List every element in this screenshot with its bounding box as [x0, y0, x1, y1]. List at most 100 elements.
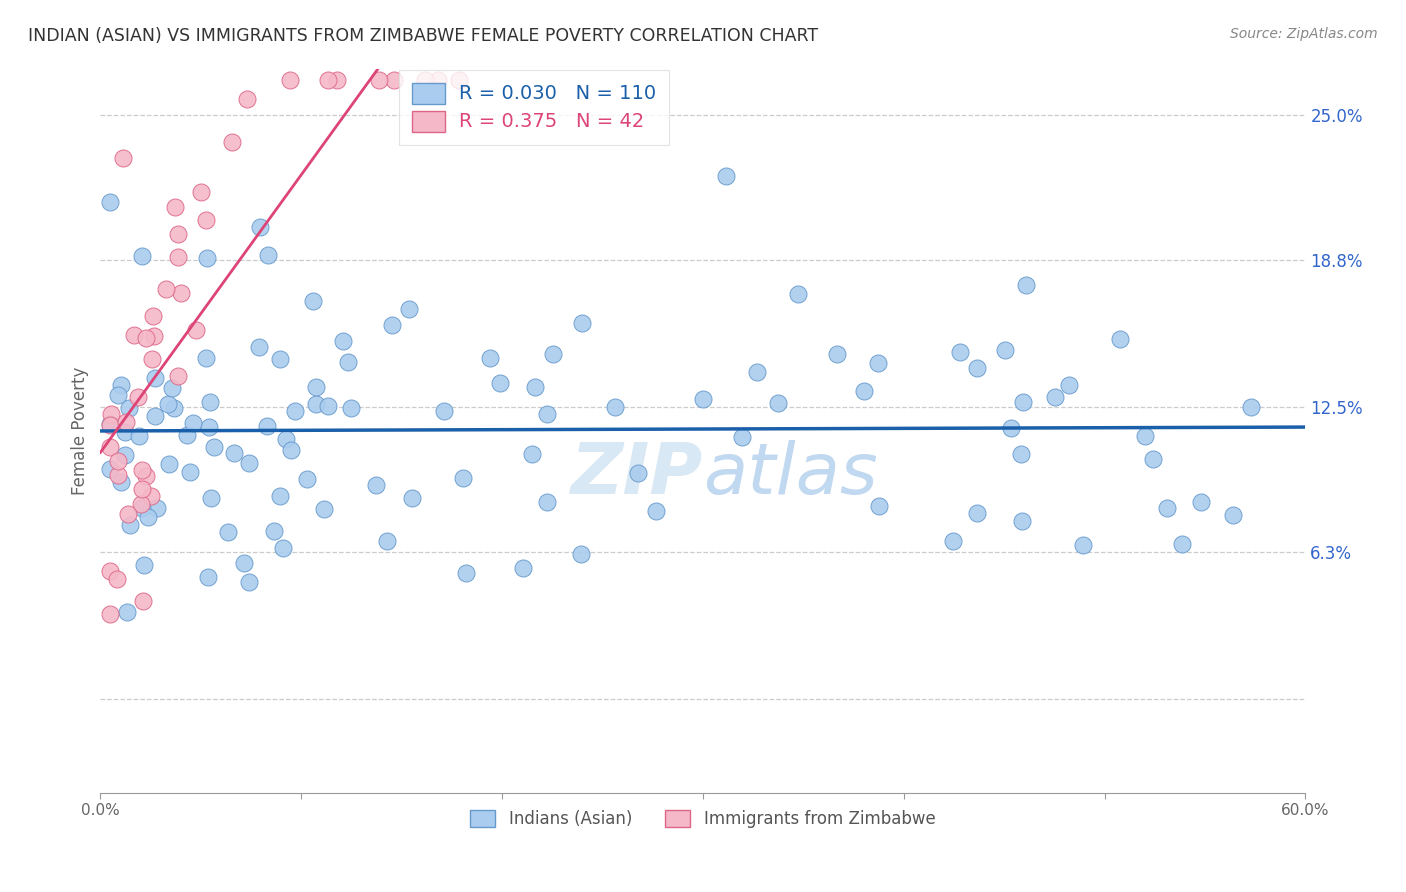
Point — [122, 327, 145, 342]
Point — [107, 468, 129, 483]
Point — [271, 541, 294, 556]
Point — [114, 425, 136, 439]
Point — [221, 135, 243, 149]
Point — [190, 186, 212, 200]
Point — [1240, 400, 1263, 414]
Point — [269, 489, 291, 503]
Point — [449, 73, 471, 87]
Point — [1133, 429, 1156, 443]
Point — [1071, 538, 1094, 552]
Point — [541, 347, 564, 361]
Point — [131, 249, 153, 263]
Point — [235, 92, 257, 106]
Point — [128, 429, 150, 443]
Point — [1015, 277, 1038, 292]
Point — [233, 556, 256, 570]
Point — [994, 343, 1017, 357]
Point — [163, 401, 186, 416]
Point — [366, 477, 388, 491]
Point — [731, 430, 754, 444]
Point — [768, 395, 790, 409]
Point — [1171, 537, 1194, 551]
Point — [100, 417, 122, 431]
Point — [1043, 390, 1066, 404]
Point — [143, 370, 166, 384]
Point — [1189, 495, 1212, 509]
Point — [176, 428, 198, 442]
Point — [949, 345, 972, 359]
Point — [626, 466, 648, 480]
Point — [142, 309, 165, 323]
Point — [1011, 514, 1033, 528]
Point — [100, 407, 122, 421]
Point — [853, 384, 876, 399]
Point — [263, 524, 285, 539]
Point — [284, 403, 307, 417]
Point — [165, 200, 187, 214]
Point — [195, 251, 218, 265]
Point — [127, 390, 149, 404]
Point — [747, 365, 769, 379]
Point — [332, 334, 354, 349]
Point — [131, 482, 153, 496]
Point — [966, 506, 988, 520]
Point — [478, 351, 501, 366]
Point — [117, 507, 139, 521]
Text: atlas: atlas — [703, 440, 877, 508]
Point — [787, 287, 810, 301]
Point — [143, 409, 166, 424]
Point — [146, 501, 169, 516]
Point — [179, 465, 201, 479]
Point — [118, 401, 141, 416]
Point — [456, 566, 478, 580]
Point — [110, 377, 132, 392]
Point — [132, 558, 155, 572]
Point — [224, 446, 246, 460]
Point — [304, 397, 326, 411]
Point — [100, 607, 122, 622]
Point — [966, 361, 988, 376]
Point — [135, 331, 157, 345]
Point — [141, 490, 163, 504]
Point — [304, 380, 326, 394]
Point — [157, 458, 180, 472]
Point — [132, 594, 155, 608]
Point — [381, 318, 404, 332]
Point — [111, 152, 134, 166]
Text: Source: ZipAtlas.com: Source: ZipAtlas.com — [1230, 27, 1378, 41]
Point — [141, 352, 163, 367]
Point — [143, 329, 166, 343]
Point — [301, 293, 323, 308]
Point — [314, 501, 336, 516]
Point — [569, 548, 592, 562]
Point — [202, 441, 225, 455]
Point — [1010, 447, 1032, 461]
Point — [536, 494, 558, 508]
Point — [186, 323, 208, 337]
Point — [167, 369, 190, 384]
Point — [1057, 378, 1080, 392]
Point — [167, 227, 190, 242]
Point — [326, 73, 349, 87]
Point — [451, 471, 474, 485]
Point — [131, 500, 153, 515]
Point — [238, 575, 260, 590]
Point — [100, 418, 122, 433]
Point — [136, 510, 159, 524]
Point — [197, 419, 219, 434]
Point — [825, 347, 848, 361]
Point — [135, 469, 157, 483]
Point — [524, 380, 547, 394]
Point — [274, 432, 297, 446]
Point — [100, 462, 122, 476]
Point — [384, 73, 406, 87]
Point — [217, 525, 239, 540]
Point — [433, 404, 456, 418]
Point — [197, 570, 219, 584]
Point — [167, 250, 190, 264]
Point — [375, 533, 398, 548]
Point — [155, 282, 177, 296]
Point — [316, 399, 339, 413]
Point — [367, 73, 389, 87]
Point — [170, 286, 193, 301]
